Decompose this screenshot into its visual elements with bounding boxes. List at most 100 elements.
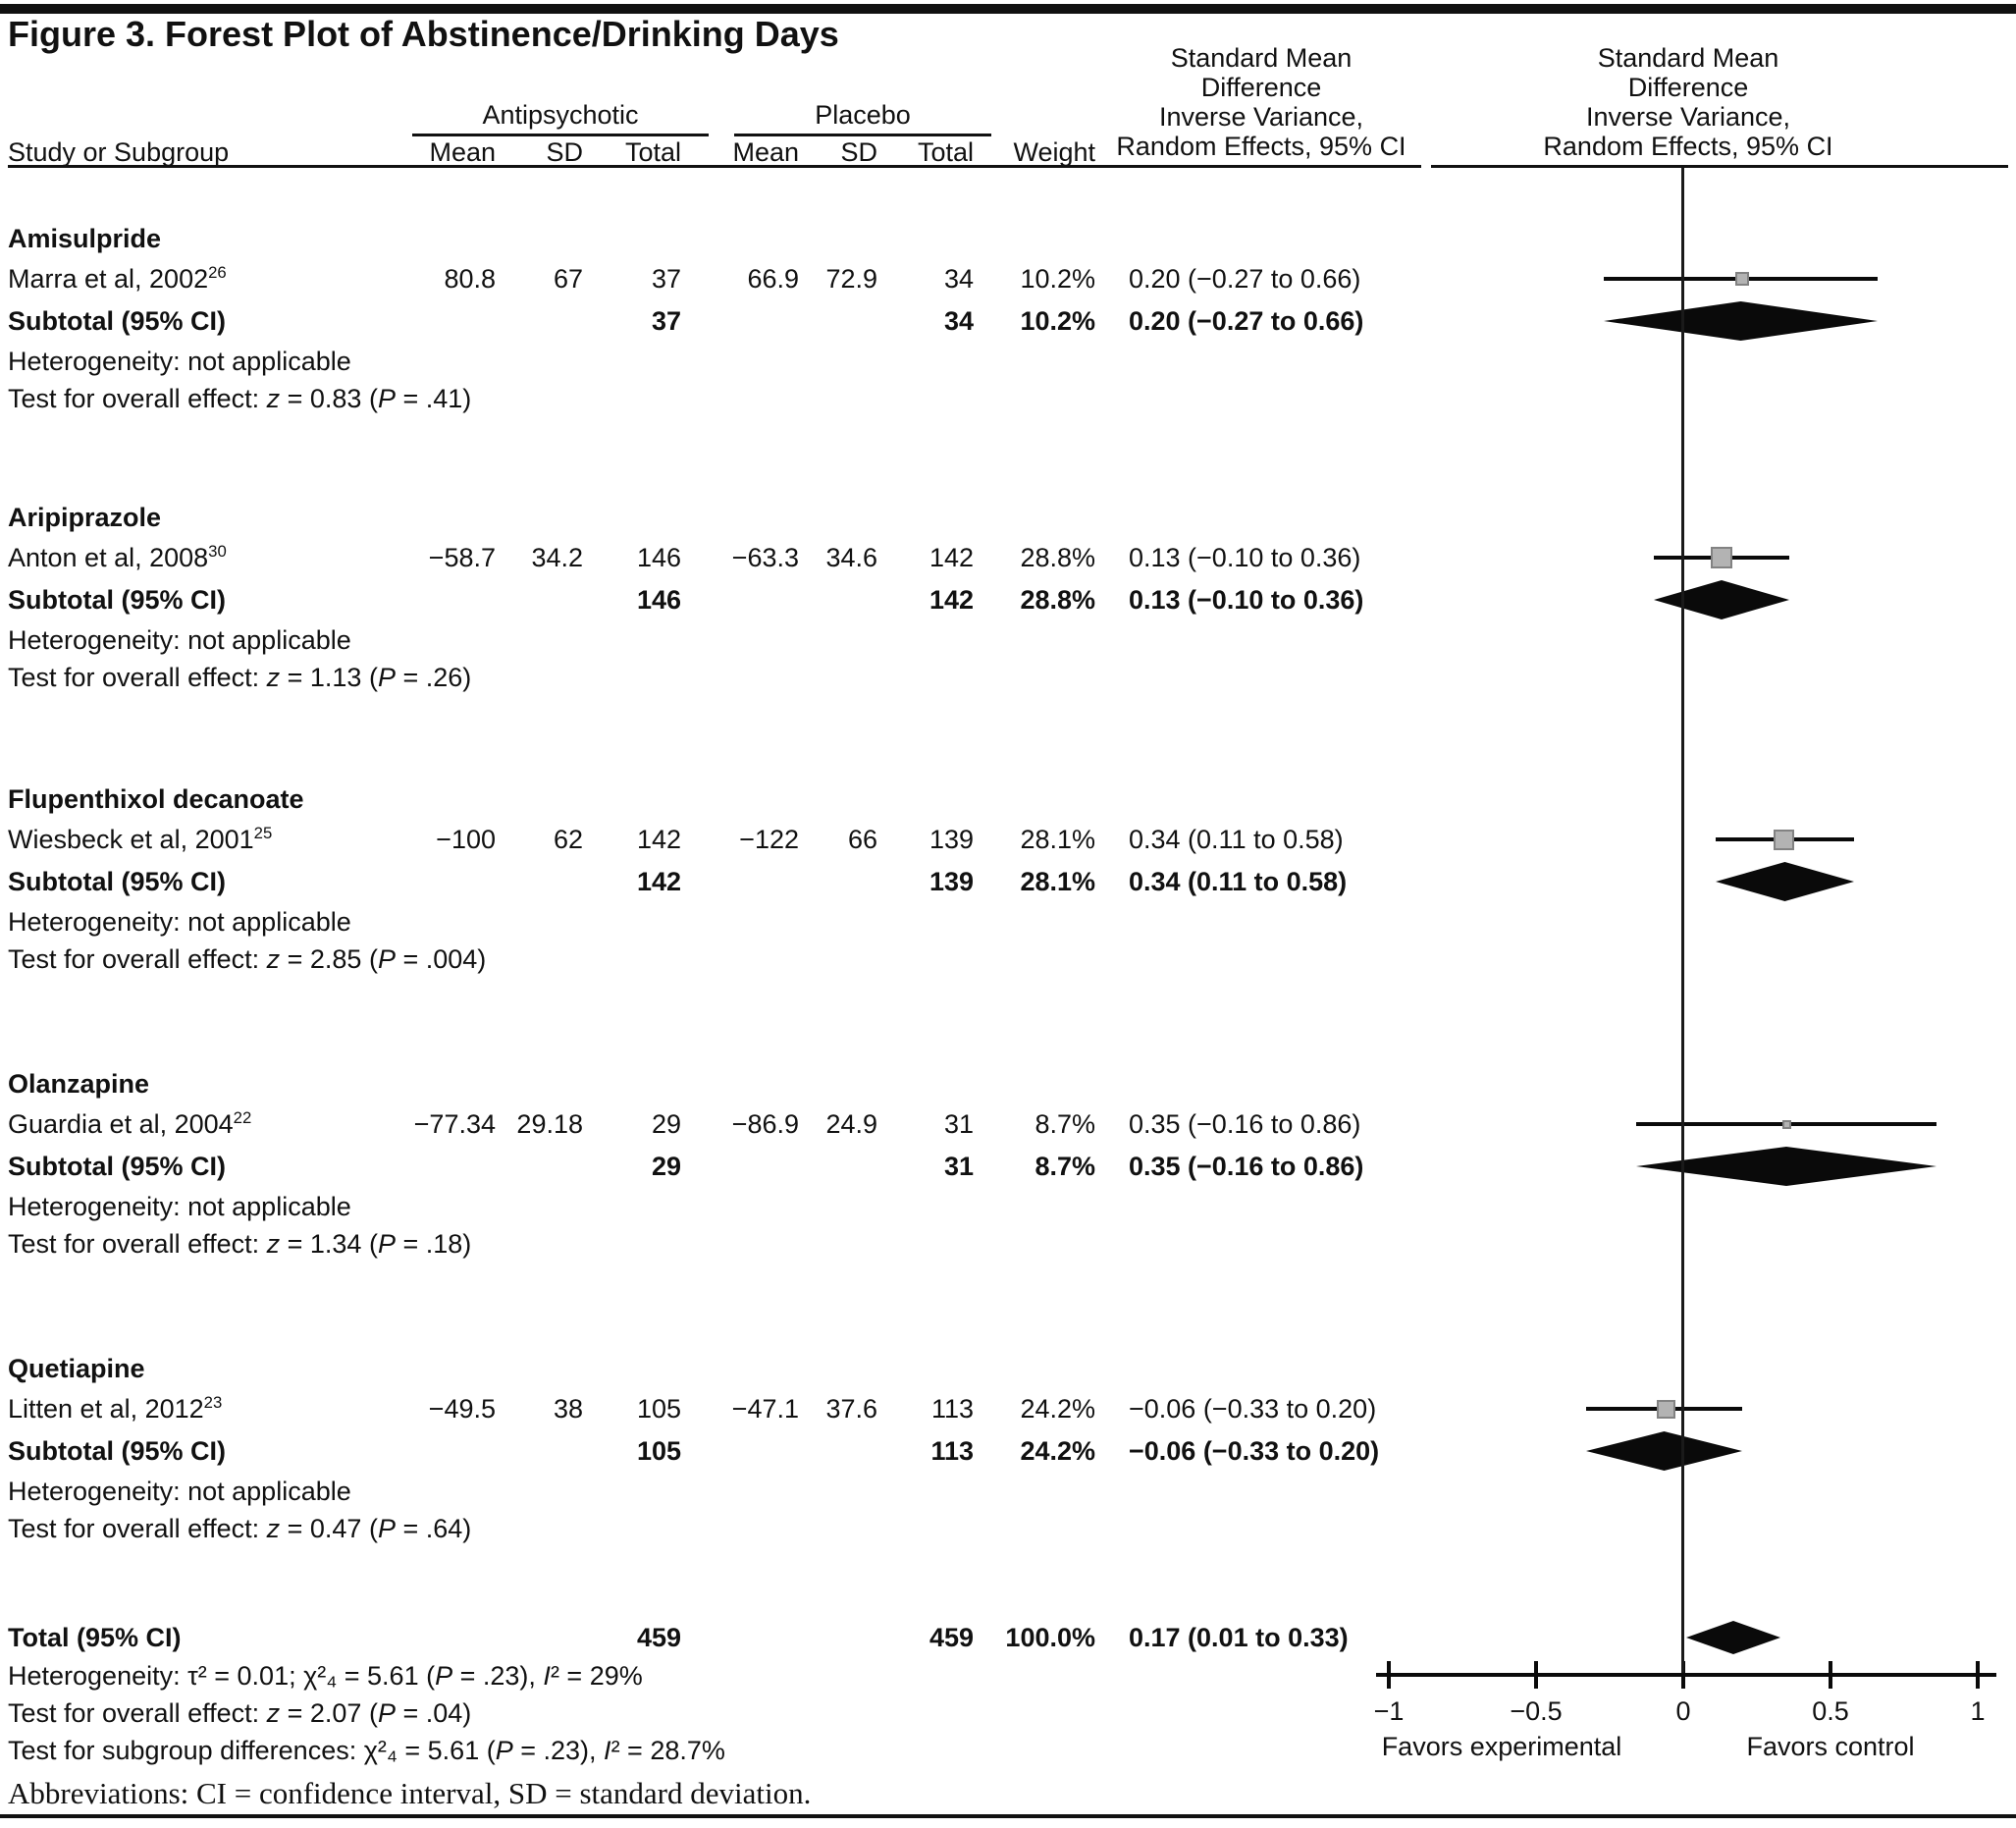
smd-ci-text: 0.34 (0.11 to 0.58): [1129, 825, 1344, 854]
smd-header-line: Inverse Variance,: [1585, 102, 1791, 132]
study-label: Litten et al, 201223: [8, 1393, 223, 1424]
smd-header-line: Standard Mean: [1170, 43, 1353, 73]
sd2-value: 66: [847, 825, 877, 854]
note-text: Test for overall effect: z = 1.34 (P = .…: [8, 1229, 472, 1259]
placebo-underline: [734, 134, 991, 136]
total1-value: 146: [636, 585, 681, 615]
pooled-diamond: [1686, 1621, 1780, 1654]
weight-value: 100.0%: [1005, 1623, 1095, 1652]
mean2-value: −47.1: [731, 1394, 799, 1424]
axis-tick-label: 1: [1970, 1696, 1986, 1726]
column-header-mean-1: Mean: [429, 137, 496, 167]
mean2-value: −122: [739, 825, 799, 854]
figure-title: Figure 3. Forest Plot of Abstinence/Drin…: [8, 14, 839, 54]
mean1-value: −100: [436, 825, 496, 854]
column-header-placebo: Placebo: [815, 100, 911, 130]
pooled-diamond: [1604, 301, 1878, 341]
mean1-value: −77.34: [413, 1109, 496, 1139]
total1-value: 146: [636, 543, 681, 572]
study-label: Guardia et al, 200422: [8, 1108, 252, 1139]
sd2-value: 37.6: [825, 1394, 877, 1424]
axis-tick-label: −1: [1373, 1696, 1405, 1726]
column-header-total-1: Total: [624, 137, 681, 167]
sd1-value: 67: [553, 264, 583, 294]
effect-square: [1735, 272, 1749, 286]
bottom-rule: [0, 1814, 2016, 1818]
total2-value: 139: [928, 867, 974, 896]
column-header-weight: Weight: [1013, 137, 1095, 167]
mean1-value: 80.8: [444, 264, 496, 294]
note-text: Heterogeneity: not applicable: [8, 1192, 351, 1221]
smd-header-line: Random Effects, 95% CI: [1116, 132, 1406, 161]
smd-header-line: Inverse Variance,: [1158, 102, 1364, 132]
mean2-value: −63.3: [731, 543, 799, 572]
total1-value: 105: [636, 1436, 681, 1466]
smd-ci-text: −0.06 (−0.33 to 0.20): [1129, 1394, 1377, 1424]
smd-ci-text: 0.20 (−0.27 to 0.66): [1129, 264, 1361, 294]
total1-value: 459: [636, 1623, 681, 1652]
total2-value: 142: [928, 585, 974, 615]
mean2-value: 66.9: [747, 264, 799, 294]
sd1-value: 62: [553, 825, 583, 854]
axis-tick-label: 0: [1675, 1696, 1691, 1726]
note-text: Test for overall effect: z = 1.13 (P = .…: [8, 663, 472, 692]
favors-control-label: Favors control: [1746, 1732, 1915, 1761]
total1-value: 29: [651, 1109, 681, 1139]
smd-ci-text: 0.35 (−0.16 to 0.86): [1129, 1152, 1364, 1181]
group-heading: Flupenthixol decanoate: [8, 784, 304, 814]
total1-value: 29: [651, 1152, 681, 1181]
total1-value: 37: [651, 306, 681, 336]
weight-value: 8.7%: [1035, 1152, 1095, 1181]
pooled-diamond: [1586, 1431, 1742, 1471]
note-text: Heterogeneity: τ² = 0.01; χ²₄ = 5.61 (P …: [8, 1661, 643, 1691]
note-text: Test for overall effect: z = 0.47 (P = .…: [8, 1514, 472, 1543]
axis-tick-label: 0.5: [1812, 1696, 1849, 1726]
antipsychotic-underline: [412, 134, 709, 136]
weight-value: 10.2%: [1020, 264, 1095, 294]
sd2-value: 34.6: [825, 543, 877, 572]
column-header-sd-1: SD: [546, 137, 583, 167]
pooled-diamond: [1654, 580, 1789, 619]
effect-square: [1656, 1399, 1675, 1419]
mean2-value: −86.9: [731, 1109, 799, 1139]
column-header-antipsychotic: Antipsychotic: [482, 100, 639, 130]
column-header-study: Study or Subgroup: [8, 137, 230, 167]
mean1-value: −49.5: [428, 1394, 496, 1424]
subtotal-label: Subtotal (95% CI): [8, 1436, 227, 1466]
total2-value: 31: [943, 1152, 974, 1181]
smd-ci-text: −0.06 (−0.33 to 0.20): [1129, 1436, 1380, 1466]
total1-value: 37: [651, 264, 681, 294]
total2-value: 459: [928, 1623, 974, 1652]
total2-value: 34: [943, 306, 974, 336]
subtotal-label: Subtotal (95% CI): [8, 306, 227, 336]
subtotal-label: Subtotal (95% CI): [8, 867, 227, 896]
sd2-value: 72.9: [825, 264, 877, 294]
smd-ci-text: 0.34 (0.11 to 0.58): [1129, 867, 1348, 896]
smd-header-line: Random Effects, 95% CI: [1543, 132, 1833, 161]
note-text: Test for overall effect: z = 2.85 (P = .…: [8, 944, 487, 974]
group-heading: Amisulpride: [8, 224, 162, 253]
total1-value: 142: [636, 867, 681, 896]
pooled-diamond: [1716, 862, 1854, 901]
study-label: Marra et al, 200226: [8, 263, 227, 294]
weight-value: 28.1%: [1020, 825, 1095, 854]
header-rule-left: [8, 165, 1421, 168]
weight-value: 28.8%: [1020, 543, 1095, 572]
effect-square: [1781, 1119, 1791, 1129]
smd-ci-text: 0.20 (−0.27 to 0.66): [1129, 306, 1364, 336]
weight-value: 8.7%: [1035, 1109, 1095, 1139]
note-text: Test for overall effect: z = 2.07 (P = .…: [8, 1698, 472, 1728]
axis-tick-label: −0.5: [1510, 1696, 1563, 1726]
zero-effect-line: [1681, 168, 1684, 1675]
smd-header-line: Difference: [1627, 73, 1749, 102]
study-label: Wiesbeck et al, 200125: [8, 824, 273, 854]
header-rule-right: [1431, 165, 2008, 168]
group-heading: Quetiapine: [8, 1354, 145, 1383]
effect-square: [1773, 829, 1794, 850]
sd1-value: 29.18: [516, 1109, 583, 1139]
sd1-value: 38: [553, 1394, 583, 1424]
note-text: Test for overall effect: z = 0.83 (P = .…: [8, 384, 472, 413]
group-heading: Aripiprazole: [8, 503, 162, 532]
total2-value: 142: [928, 543, 974, 572]
